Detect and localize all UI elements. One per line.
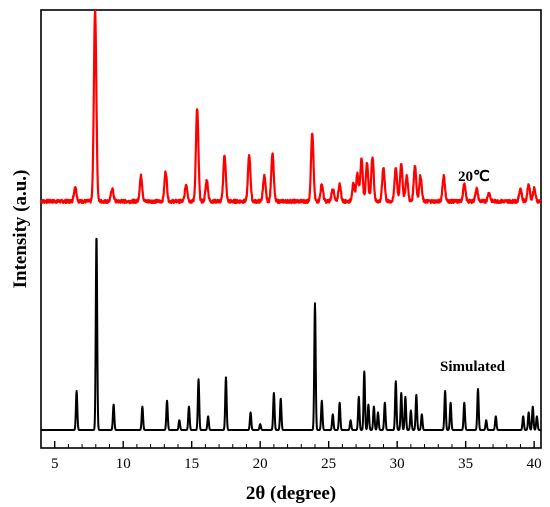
x-tick-label-20: 20 [253,456,268,472]
series-layer [40,9,542,431]
x-tick-label-25: 25 [321,456,336,472]
x-tick-label-35: 35 [458,456,473,472]
series-label-simulated: Simulated [440,359,506,375]
x-tick-label-30: 30 [390,456,405,472]
series-line-20c [40,9,542,205]
x-tick-label-15: 15 [184,456,199,472]
x-tick-label-5: 5 [51,456,59,472]
x-tick-label-10: 10 [116,456,131,472]
series-line-simulated [40,237,542,431]
x-axis-ticks: 5 10 15 20 25 30 35 40 [40,441,542,472]
x-tick-label-40: 40 [527,456,542,472]
series-label-20c: 20℃ [458,169,490,185]
x-axis-title: 2θ (degree) [246,483,336,504]
y-axis-title: Intensity (a.u.) [10,170,31,289]
plot-frame [40,9,542,449]
